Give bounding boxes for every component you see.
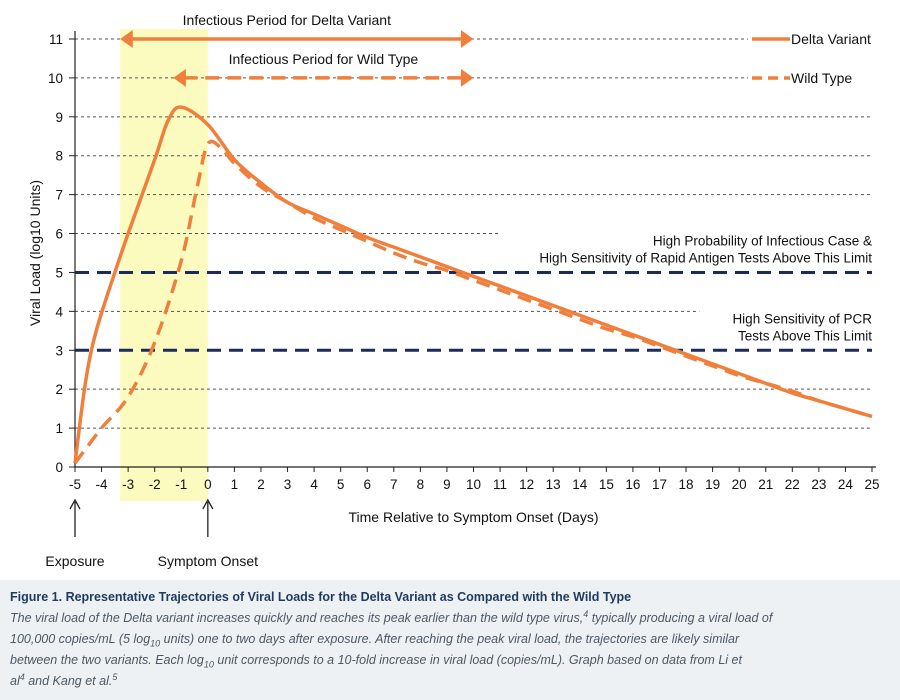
figure-caption: Figure 1. Representative Trajectories of… xyxy=(0,580,900,700)
x-tick-label: -4 xyxy=(96,477,108,492)
subscript: 10 xyxy=(150,638,161,649)
y-tick-label: 4 xyxy=(55,304,63,319)
infectious-band xyxy=(120,29,208,501)
citation-ref: 5 xyxy=(112,671,118,682)
y-tick-label: 8 xyxy=(55,149,63,164)
delta-variant-curve xyxy=(73,105,873,464)
y-tick-label: 1 xyxy=(55,421,63,436)
x-tick-label: -2 xyxy=(149,477,161,492)
y-tick-label: 0 xyxy=(55,460,63,475)
legend-label: Delta Variant xyxy=(791,31,871,47)
figure-title: Figure 1. Representative Trajectories of… xyxy=(10,590,632,604)
arrow-head-icon xyxy=(120,30,133,48)
threshold-label: High Sensitivity of PCR xyxy=(732,311,872,326)
x-tick-label: 13 xyxy=(546,477,561,492)
arrow-head-icon xyxy=(460,68,474,87)
marker-label: Symptom Onset xyxy=(158,553,258,569)
legend-label: Wild Type xyxy=(791,70,852,86)
threshold-label: High Probability of Infectious Case & xyxy=(653,233,872,248)
x-tick-label: 12 xyxy=(519,477,534,492)
x-tick-label: -3 xyxy=(122,477,134,492)
x-tick-label: 25 xyxy=(864,477,879,492)
y-tick-label: 2 xyxy=(55,382,63,397)
caption-text: between the two variants. Each log xyxy=(10,653,204,667)
citation-ref: 4 xyxy=(19,671,25,682)
x-tick-label: 22 xyxy=(785,477,800,492)
caption-text: unit corresponds to a 10-fold increase i… xyxy=(213,653,742,667)
y-tick-label: 7 xyxy=(55,188,63,203)
y-tick-label: 5 xyxy=(55,265,63,280)
viral-load-chart: High Probability of Infectious Case & Hig… xyxy=(27,12,880,569)
x-tick-label: 9 xyxy=(443,477,451,492)
y-tick-label: 10 xyxy=(48,71,63,86)
x-tick-label: 18 xyxy=(679,477,694,492)
x-tick-label: 10 xyxy=(466,477,481,492)
figure-description: The viral load of the Delta variant incr… xyxy=(10,608,890,692)
y-tick-label: 9 xyxy=(55,110,63,125)
x-tick-label: 4 xyxy=(310,477,318,492)
threshold-label: Tests Above This Limit xyxy=(738,328,872,343)
threshold-label: High Sensitivity of Rapid Antigen Tests … xyxy=(539,250,872,265)
arrow-head-icon xyxy=(460,30,474,48)
x-tick-label: 11 xyxy=(493,477,507,492)
x-tick-label: 0 xyxy=(204,477,212,492)
x-tick-label: 15 xyxy=(599,477,614,492)
wild-type-curve xyxy=(73,139,873,465)
x-tick-label: 19 xyxy=(705,477,720,492)
x-tick-label: 7 xyxy=(390,477,398,492)
x-tick-label: 24 xyxy=(838,477,854,492)
x-tick-label: -1 xyxy=(175,477,187,492)
x-tick-label: 16 xyxy=(625,477,640,492)
caption-text: and Kang et al. xyxy=(24,674,113,688)
infectious-period-label: Infectious Period for Delta Variant xyxy=(183,12,391,28)
x-tick-label: 21 xyxy=(758,477,773,492)
up-arrow-icon xyxy=(202,498,214,510)
caption-text: al xyxy=(10,674,20,688)
y-tick-label: 3 xyxy=(55,343,63,358)
citation-ref: 4 xyxy=(583,608,589,619)
up-arrow-icon xyxy=(69,498,81,510)
x-tick-label: 2 xyxy=(257,477,265,492)
x-tick-label: 17 xyxy=(652,477,667,492)
subscript: 10 xyxy=(203,659,214,670)
x-tick-label: 14 xyxy=(572,477,588,492)
x-tick-label: 3 xyxy=(284,477,292,492)
y-tick-label: 11 xyxy=(49,32,63,47)
x-tick-label: 1 xyxy=(231,477,239,492)
x-axis-label: Time Relative to Symptom Onset (Days) xyxy=(349,509,599,525)
infectious-period-label: Infectious Period for Wild Type xyxy=(229,51,419,67)
chart-area: High Probability of Infectious Case & Hig… xyxy=(27,12,880,569)
x-tick-label: 8 xyxy=(417,477,425,492)
caption-text: units) one to two days after exposure. A… xyxy=(160,632,740,646)
y-axis-label: Viral Load (log10 Units) xyxy=(27,180,43,326)
marker-label: Exposure xyxy=(45,553,104,569)
caption-text: typically producing a viral load of xyxy=(588,611,773,625)
caption-text: 100,000 copies/mL (5 log xyxy=(10,632,151,646)
caption-text: The viral load of the Delta variant incr… xyxy=(10,611,584,625)
x-tick-label: 20 xyxy=(732,477,747,492)
x-tick-label: 6 xyxy=(363,477,371,492)
x-tick-label: -5 xyxy=(69,477,81,492)
x-tick-label: 23 xyxy=(811,477,826,492)
arrow-head-icon xyxy=(173,68,186,87)
x-tick-label: 5 xyxy=(337,477,345,492)
y-tick-label: 6 xyxy=(55,227,63,242)
